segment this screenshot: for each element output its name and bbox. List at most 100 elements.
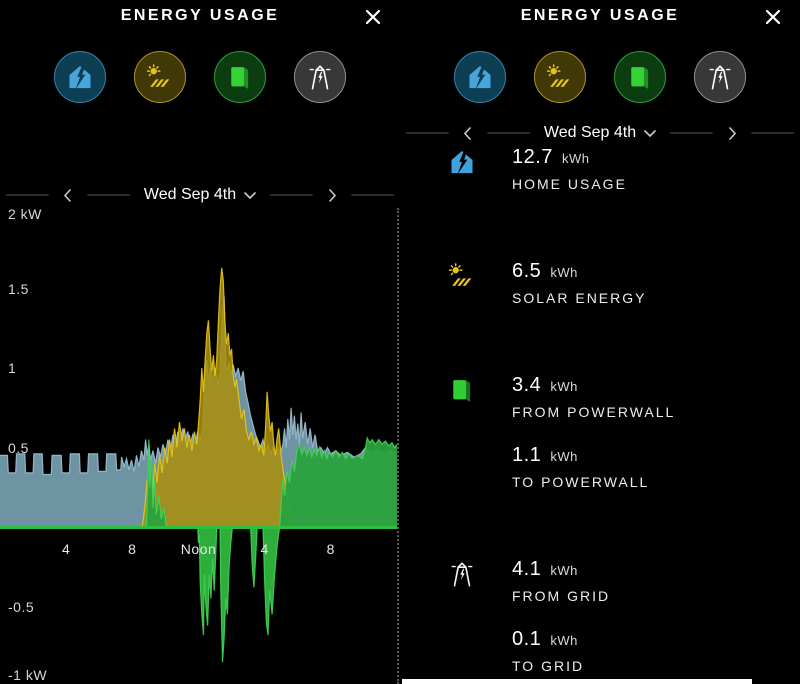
home-icon	[447, 146, 477, 178]
next-day-button[interactable]	[323, 185, 341, 205]
stats-list: 12.7 kWh HOME USAGE 6.5 kWh SOLAR ENERGY 3…	[447, 146, 790, 674]
close-button[interactable]	[362, 6, 384, 28]
filter-powerwall-button[interactable]	[614, 51, 666, 103]
date-line	[486, 132, 530, 134]
y-axis-label: 1	[8, 360, 17, 376]
filter-solar-button[interactable]	[534, 51, 586, 103]
grid-icon	[309, 65, 331, 90]
powerwall-icon	[447, 374, 477, 406]
usage-chart-plot[interactable]	[0, 205, 397, 684]
stat-row: 0.1 kWh TO GRID	[447, 628, 790, 674]
date-line	[670, 132, 714, 134]
header: ENERGY USAGE	[0, 0, 400, 32]
series-solar	[142, 267, 292, 527]
filter-row	[400, 51, 800, 103]
next-day-button[interactable]	[723, 123, 741, 143]
chevron-right-icon	[728, 126, 736, 140]
filter-solar-button[interactable]	[134, 51, 186, 103]
date-line	[270, 194, 314, 196]
series-edge-solar	[141, 267, 293, 528]
date-dropdown[interactable]: Wed Sep 4th	[540, 124, 660, 142]
stat-label: FROM GRID	[512, 588, 611, 604]
home-icon	[69, 65, 91, 90]
close-button[interactable]	[762, 6, 784, 28]
powerwall-icon	[231, 67, 249, 90]
stat-row: 6.5 kWh SOLAR ENERGY	[447, 260, 790, 306]
stat-value: 1.1 kWh	[512, 444, 578, 466]
date-label: Wed Sep 4th	[143, 186, 237, 203]
close-icon	[365, 9, 381, 25]
usage-chart[interactable]: 2 kW 1.5 1 0.5 -0.5 -1 kW 4 8 Noon 4 8	[0, 205, 397, 684]
stat-icon-spacer	[447, 444, 477, 476]
panel-chart-view: ENERGY USAGE Wed Sep 4th	[0, 0, 400, 684]
grid-icon	[709, 65, 731, 90]
x-axis-label: Noon	[180, 541, 217, 557]
grid-icon	[447, 558, 477, 590]
y-axis-label: 0.5	[8, 439, 29, 456]
series-powerwall_discharge	[146, 438, 397, 527]
home-indicator	[402, 679, 752, 684]
date-line	[6, 194, 49, 196]
filter-row	[0, 51, 400, 103]
stat-label: SOLAR ENERGY	[512, 290, 647, 306]
y-axis-label: 1.5	[8, 280, 29, 297]
x-axis-label: 4	[260, 541, 269, 557]
date-line	[751, 132, 795, 134]
x-axis-label: 4	[62, 541, 71, 557]
series-powerwall_charge	[197, 527, 280, 663]
solar-icon	[447, 260, 477, 292]
date-line	[351, 194, 395, 196]
stat-label: FROM POWERWALL	[512, 404, 676, 420]
caret-down-icon	[244, 191, 256, 199]
chevron-left-icon	[464, 126, 472, 140]
prev-day-button[interactable]	[59, 185, 77, 205]
solar-icon	[546, 64, 571, 88]
panel-divider	[397, 208, 399, 684]
header: ENERGY USAGE	[400, 0, 800, 32]
filter-powerwall-button[interactable]	[214, 51, 266, 103]
date-line	[86, 194, 130, 196]
stat-row: 12.7 kWh HOME USAGE	[447, 146, 790, 192]
stat-value: 0.1 kWh	[512, 628, 578, 650]
stat-row: 3.4 kWh FROM POWERWALL	[447, 374, 790, 420]
date-line	[406, 132, 449, 134]
powerwall-icon	[631, 67, 649, 90]
prev-day-button[interactable]	[459, 123, 477, 143]
stat-label: HOME USAGE	[512, 176, 627, 192]
stat-value: 3.4 kWh	[512, 374, 578, 396]
home-icon	[469, 65, 491, 90]
filter-home-button[interactable]	[54, 51, 106, 103]
filter-grid-button[interactable]	[294, 51, 346, 103]
date-label: Wed Sep 4th	[543, 124, 637, 141]
stat-row: 4.1 kWh FROM GRID	[447, 558, 790, 604]
x-axis-label: 8	[128, 541, 137, 557]
solar-icon	[146, 64, 171, 88]
filter-home-button[interactable]	[454, 51, 506, 103]
date-dropdown[interactable]: Wed Sep 4th	[140, 186, 260, 204]
page-title: ENERGY USAGE	[120, 7, 280, 24]
x-axis-label: 8	[326, 541, 335, 557]
stat-row: 1.1 kWh TO POWERWALL	[447, 444, 790, 490]
filter-grid-button[interactable]	[694, 51, 746, 103]
date-selector: Wed Sep 4th	[406, 121, 795, 145]
caret-down-icon	[644, 129, 656, 137]
stat-label: TO GRID	[512, 658, 585, 674]
y-axis-label: -0.5	[8, 598, 35, 615]
date-selector: Wed Sep 4th	[6, 183, 395, 207]
stat-value: 6.5 kWh	[512, 260, 578, 282]
chart-baseline	[0, 526, 397, 529]
panel-stats-view: ENERGY USAGE Wed Sep 4th	[400, 0, 800, 684]
stat-value: 4.1 kWh	[512, 558, 578, 580]
chevron-left-icon	[64, 188, 72, 202]
series-edge-powerwall_charge	[197, 526, 281, 663]
stat-icon-spacer	[447, 628, 477, 660]
stat-value: 12.7 kWh	[512, 146, 590, 168]
y-axis-label: 2 kW	[8, 206, 42, 222]
close-icon	[765, 9, 781, 25]
stat-label: TO POWERWALL	[512, 474, 650, 490]
page-title: ENERGY USAGE	[520, 7, 680, 24]
chevron-right-icon	[328, 188, 336, 202]
y-axis-label: -1 kW	[8, 667, 48, 683]
series-edge-powerwall_discharge	[145, 436, 397, 528]
